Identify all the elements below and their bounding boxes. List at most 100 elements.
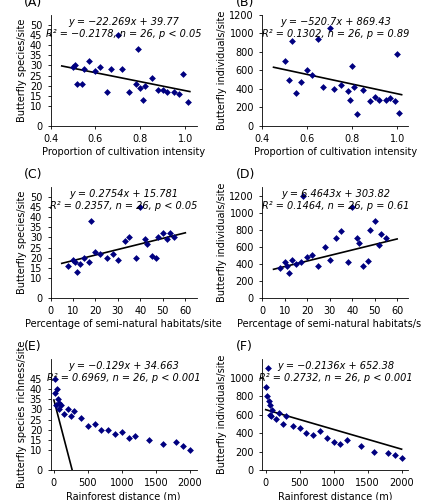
Point: [365, 258, 371, 266]
X-axis label: Rainforest distance (m): Rainforest distance (m): [66, 491, 181, 500]
Point: [337, 440, 344, 448]
Point: [184, 98, 191, 106]
Point: [105, 426, 112, 434]
Point: [267, 402, 274, 409]
Point: [96, 64, 103, 72]
X-axis label: Proportion of cultivation intensity: Proportion of cultivation intensity: [254, 147, 417, 157]
Point: [155, 234, 162, 241]
Point: [55, 400, 62, 407]
Text: y = 6.4643x + 303.82: y = 6.4643x + 303.82: [281, 189, 390, 199]
Point: [92, 248, 99, 256]
Text: R² = −0.2178, n = 26, p < 0.05: R² = −0.2178, n = 26, p < 0.05: [46, 30, 201, 40]
X-axis label: Percentage of semi-natural habitats/site: Percentage of semi-natural habitats/site: [237, 319, 421, 329]
Point: [118, 428, 125, 436]
Point: [396, 109, 403, 117]
Point: [276, 408, 282, 416]
Point: [367, 226, 373, 234]
Point: [159, 440, 166, 448]
Point: [357, 442, 364, 450]
Point: [173, 438, 180, 446]
Point: [135, 46, 141, 54]
Point: [286, 76, 293, 84]
Point: [187, 446, 193, 454]
Point: [356, 238, 362, 246]
Text: y = −0.129x + 34.663: y = −0.129x + 34.663: [68, 361, 179, 371]
X-axis label: Percentage of semi-natural habitats/site: Percentage of semi-natural habitats/site: [25, 319, 222, 329]
Point: [103, 88, 110, 96]
Point: [284, 262, 290, 270]
Point: [344, 436, 351, 444]
Point: [317, 427, 323, 435]
Point: [160, 230, 166, 237]
Point: [338, 228, 344, 235]
Point: [133, 254, 139, 262]
Point: [376, 241, 383, 249]
Point: [81, 66, 88, 74]
Point: [353, 110, 360, 118]
X-axis label: Proportion of cultivation intensity: Proportion of cultivation intensity: [42, 147, 205, 157]
Point: [141, 82, 148, 90]
Point: [383, 96, 389, 104]
Point: [385, 450, 392, 458]
Text: (C): (C): [24, 168, 43, 181]
Point: [144, 240, 151, 248]
Point: [148, 74, 155, 82]
Point: [85, 422, 91, 430]
Point: [180, 442, 187, 450]
Y-axis label: Butterfly species richness/site: Butterfly species richness/site: [17, 341, 27, 488]
Point: [376, 96, 383, 104]
Point: [268, 412, 274, 420]
Point: [78, 414, 85, 422]
Point: [398, 454, 405, 462]
Point: [92, 68, 99, 76]
Point: [272, 415, 279, 423]
Point: [79, 80, 85, 88]
Point: [263, 383, 270, 391]
Point: [74, 268, 81, 276]
Point: [315, 262, 322, 270]
Text: (F): (F): [236, 340, 253, 353]
Point: [326, 256, 333, 264]
Point: [310, 431, 317, 439]
X-axis label: Rainforest distance (m): Rainforest distance (m): [278, 491, 393, 500]
Point: [67, 412, 74, 420]
Point: [160, 86, 166, 94]
Point: [353, 234, 360, 242]
Point: [279, 420, 286, 428]
Point: [331, 85, 338, 93]
Point: [132, 432, 139, 440]
Point: [72, 62, 79, 70]
Text: (E): (E): [24, 340, 42, 353]
Point: [126, 234, 133, 241]
Point: [349, 62, 356, 70]
Point: [146, 436, 152, 444]
Point: [175, 90, 182, 98]
Point: [293, 88, 299, 96]
Point: [333, 234, 340, 242]
Point: [297, 78, 304, 86]
Point: [378, 230, 385, 238]
Point: [304, 66, 311, 74]
Point: [139, 96, 146, 104]
Text: y = 0.2754x + 15.781: y = 0.2754x + 15.781: [69, 189, 178, 199]
Point: [57, 402, 64, 409]
Point: [320, 83, 326, 91]
Point: [51, 375, 58, 383]
Point: [125, 434, 132, 442]
Point: [141, 236, 148, 244]
Point: [180, 70, 187, 78]
Point: [69, 256, 76, 264]
Point: [103, 254, 110, 262]
Y-axis label: Butterfly species/site: Butterfly species/site: [17, 191, 27, 294]
Point: [266, 410, 273, 418]
Text: R² = 0.1302, n = 26, p = 0.89: R² = 0.1302, n = 26, p = 0.89: [262, 30, 409, 40]
Point: [166, 230, 173, 237]
Point: [264, 392, 270, 400]
Point: [346, 96, 353, 104]
Point: [121, 238, 128, 246]
Text: (D): (D): [236, 168, 256, 181]
Point: [283, 412, 290, 420]
Point: [115, 256, 121, 264]
Text: (A): (A): [24, 0, 43, 10]
Point: [303, 429, 310, 437]
